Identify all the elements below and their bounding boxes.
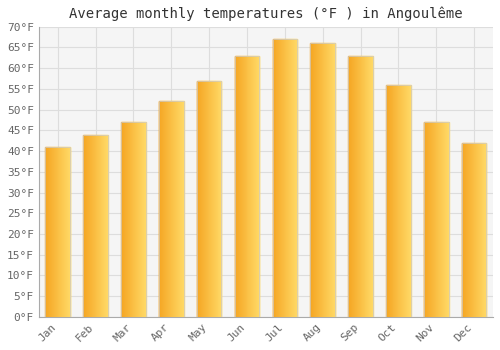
Bar <box>462 143 486 317</box>
Bar <box>386 85 410 317</box>
Bar <box>197 80 222 317</box>
Bar <box>348 56 373 317</box>
Bar <box>159 102 184 317</box>
Bar <box>310 43 335 317</box>
Bar <box>272 39 297 317</box>
Bar <box>84 134 108 317</box>
Bar <box>121 122 146 317</box>
Bar <box>424 122 448 317</box>
Bar <box>234 56 260 317</box>
Title: Average monthly temperatures (°F ) in Angoulême: Average monthly temperatures (°F ) in An… <box>69 7 462 21</box>
Bar <box>46 147 70 317</box>
